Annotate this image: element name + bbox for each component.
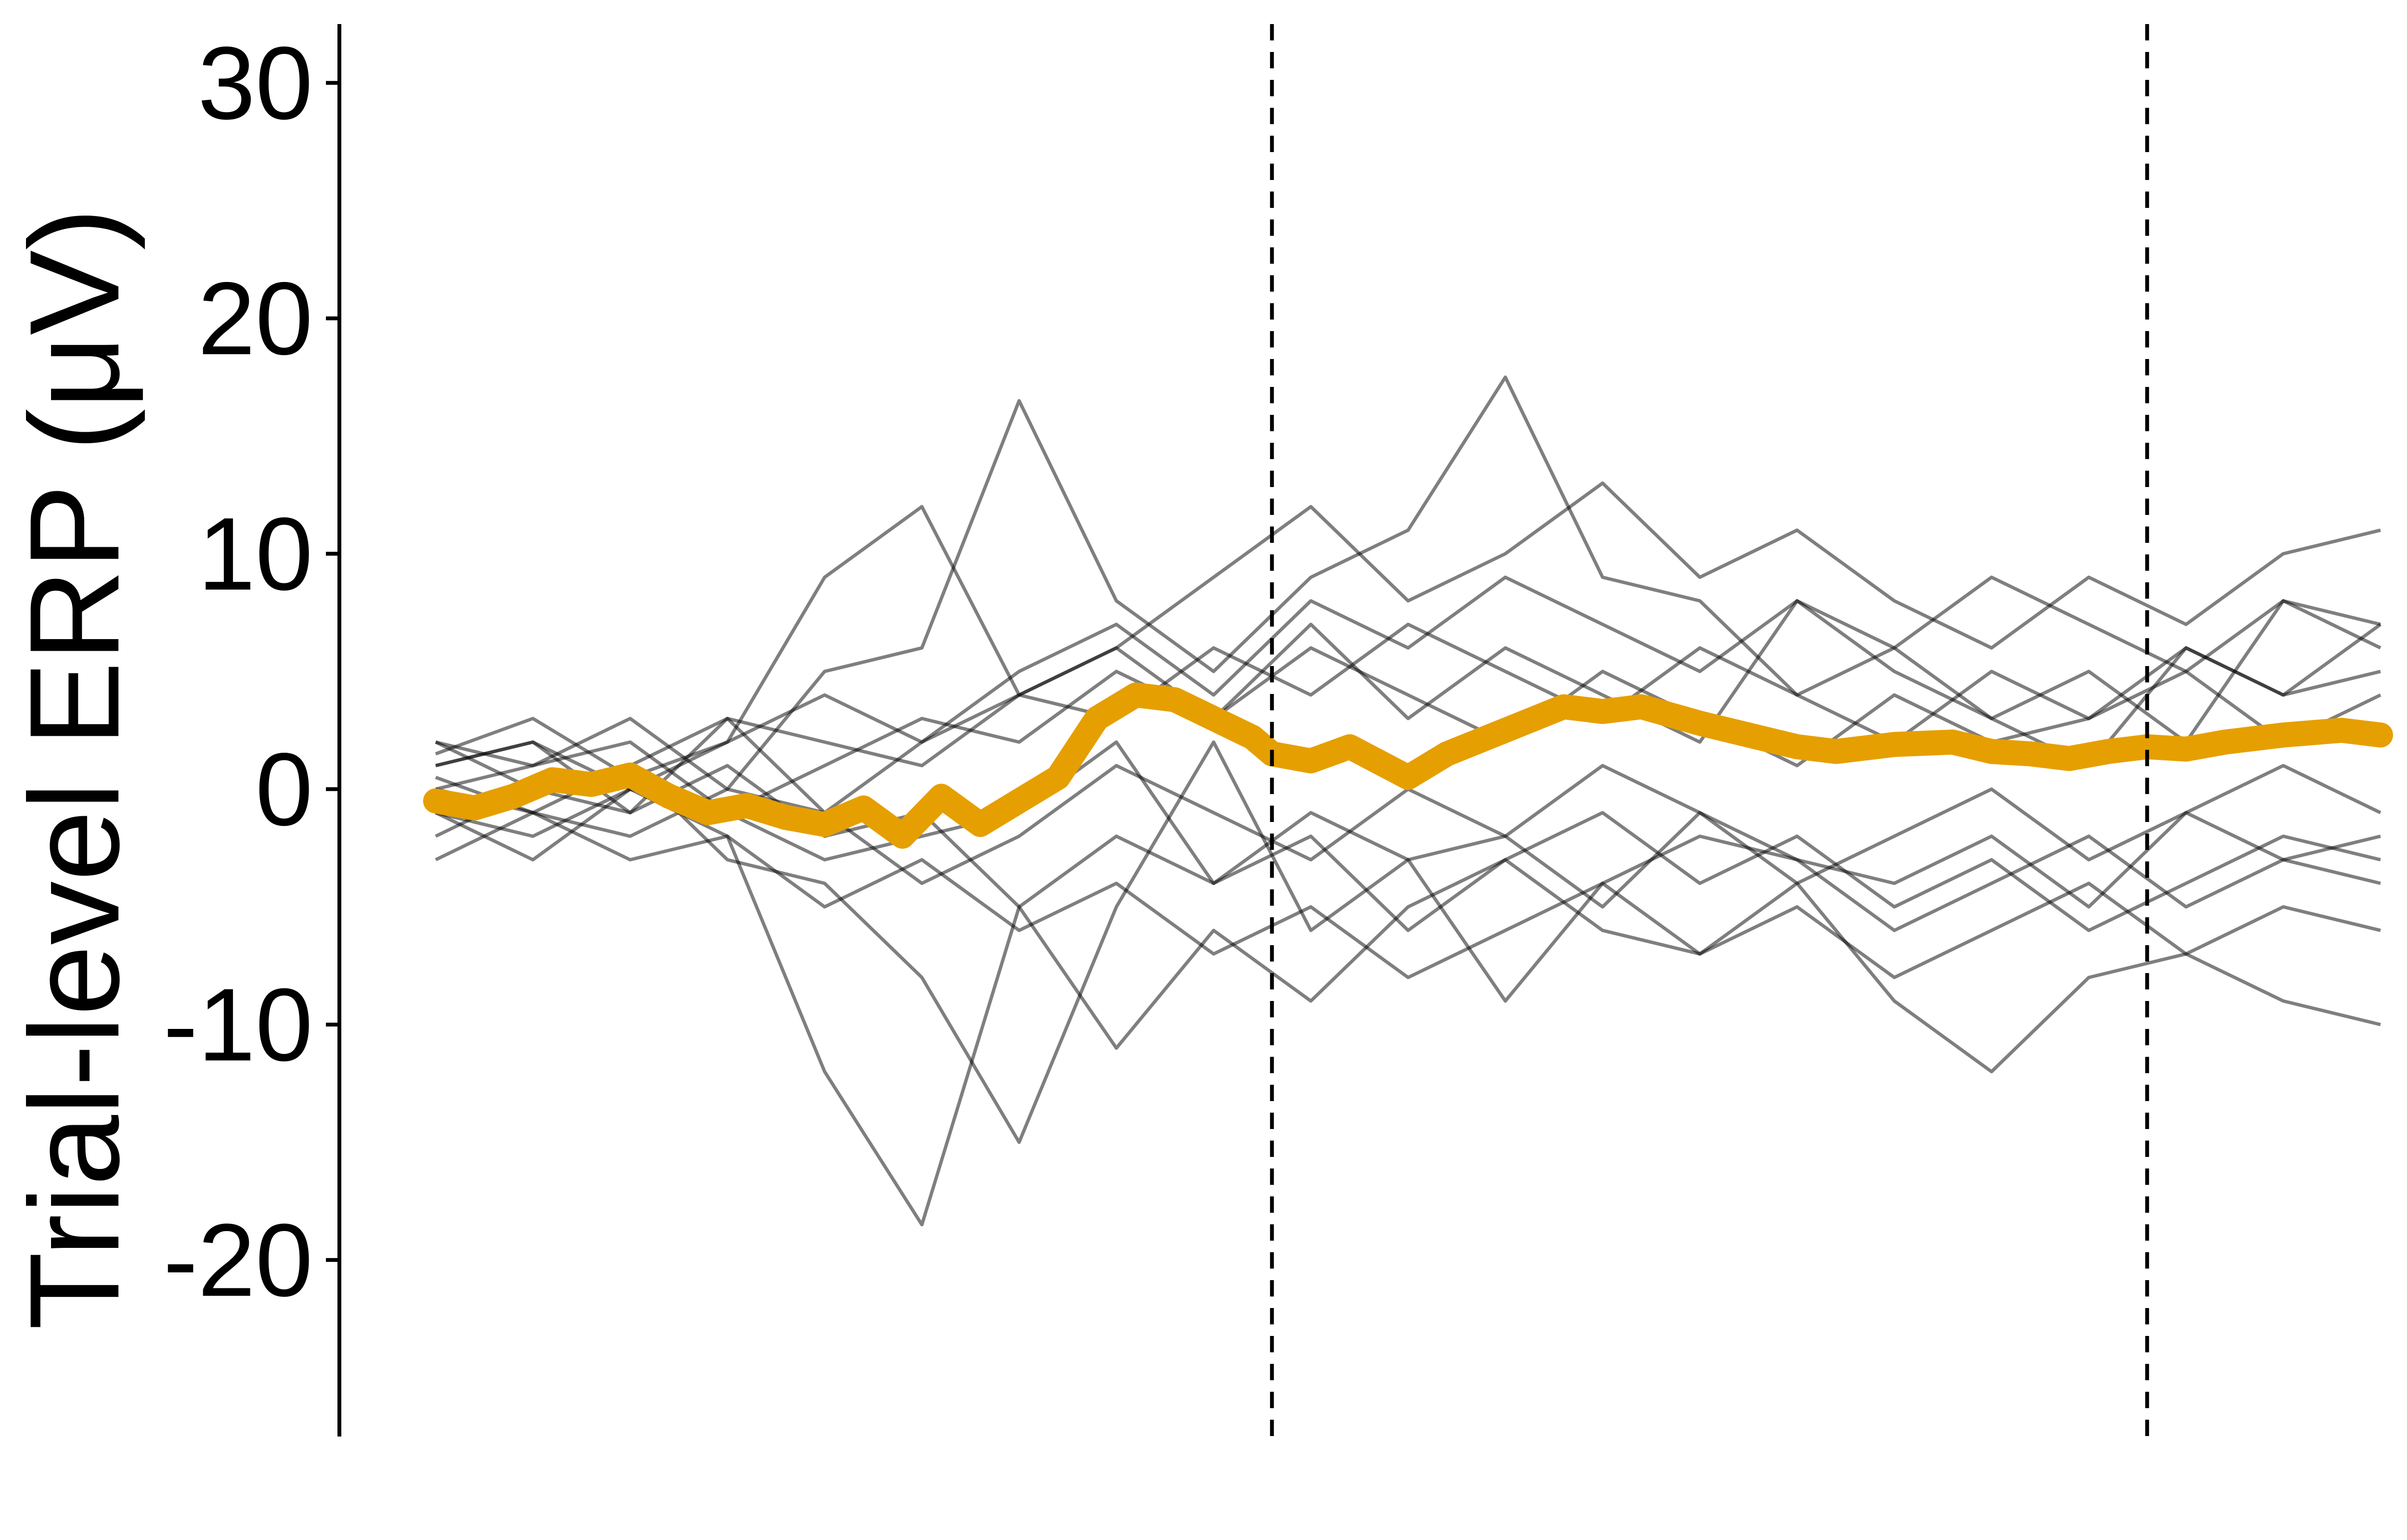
trial-line	[435, 622, 2381, 815]
y-tick-label: 0	[255, 731, 313, 847]
trial-line	[435, 740, 2381, 932]
trial-line	[435, 375, 2381, 791]
trial-line	[435, 764, 2381, 1074]
trial-line	[435, 787, 2381, 979]
y-axis-ticks: 30 20 10 0 -10 -20	[163, 25, 339, 1318]
y-tick-label: -10	[163, 966, 313, 1082]
event-markers	[1270, 24, 2149, 1437]
trial-line	[435, 505, 2382, 779]
trial-line	[435, 787, 2381, 1227]
y-tick-label: -20	[163, 1202, 313, 1318]
y-tick-label: 20	[198, 260, 313, 376]
trial-line	[435, 576, 2381, 791]
y-axis-title: Trial-level ERP (μV)	[3, 208, 146, 1330]
trial-line	[435, 740, 2381, 1144]
mean-line-group	[423, 682, 2393, 849]
y-tick-label: 30	[198, 25, 313, 141]
mean-erp-line	[423, 682, 2393, 849]
y-tick-label: 10	[198, 496, 313, 612]
